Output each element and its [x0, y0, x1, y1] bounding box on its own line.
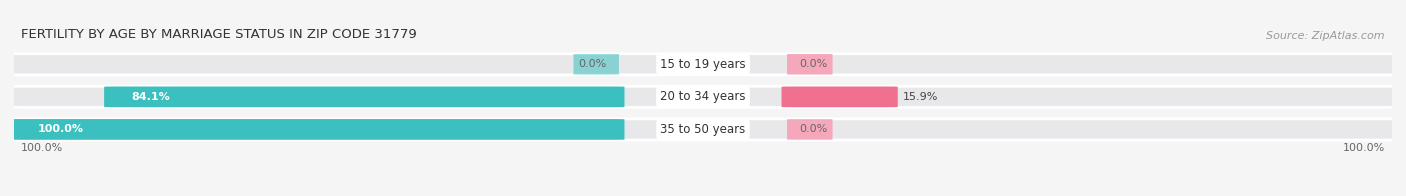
- Text: 15 to 19 years: 15 to 19 years: [661, 58, 745, 71]
- Text: Source: ZipAtlas.com: Source: ZipAtlas.com: [1267, 32, 1385, 42]
- FancyBboxPatch shape: [0, 86, 1406, 107]
- FancyBboxPatch shape: [787, 119, 832, 140]
- Text: 84.1%: 84.1%: [132, 92, 170, 102]
- Text: FERTILITY BY AGE BY MARRIAGE STATUS IN ZIP CODE 31779: FERTILITY BY AGE BY MARRIAGE STATUS IN Z…: [21, 28, 416, 42]
- FancyBboxPatch shape: [0, 54, 1406, 75]
- FancyBboxPatch shape: [10, 119, 624, 140]
- FancyBboxPatch shape: [574, 54, 619, 74]
- FancyBboxPatch shape: [0, 119, 1406, 140]
- Text: 0.0%: 0.0%: [800, 59, 828, 69]
- Text: 100.0%: 100.0%: [21, 143, 63, 153]
- Text: 20 to 34 years: 20 to 34 years: [661, 90, 745, 103]
- Text: 35 to 50 years: 35 to 50 years: [661, 123, 745, 136]
- Text: 0.0%: 0.0%: [800, 124, 828, 134]
- Text: 15.9%: 15.9%: [903, 92, 939, 102]
- FancyBboxPatch shape: [104, 86, 624, 107]
- Text: 100.0%: 100.0%: [38, 124, 83, 134]
- FancyBboxPatch shape: [782, 86, 898, 107]
- FancyBboxPatch shape: [787, 54, 832, 74]
- Text: 0.0%: 0.0%: [578, 59, 606, 69]
- Legend: Married, Unmarried: Married, Unmarried: [620, 193, 786, 196]
- Text: 100.0%: 100.0%: [1343, 143, 1385, 153]
